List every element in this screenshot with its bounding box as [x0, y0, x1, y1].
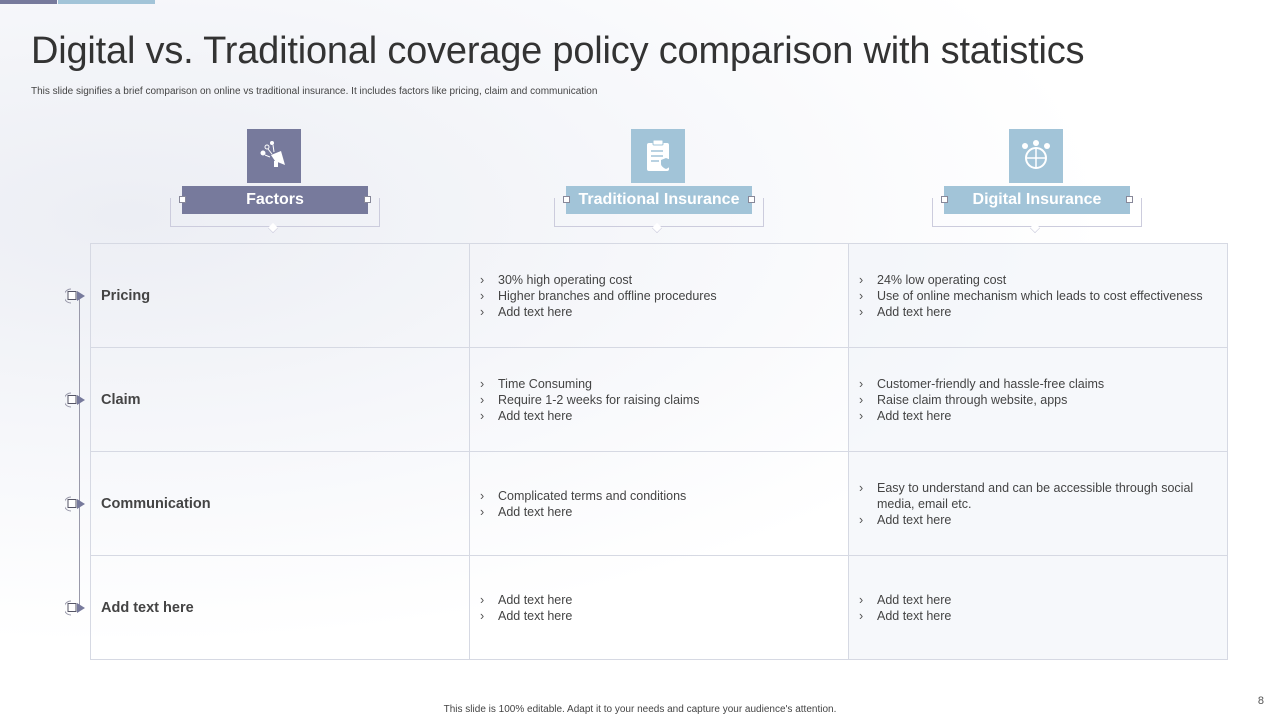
bullet-item: Add text here	[859, 304, 1227, 320]
header-traditional: Traditional Insurance	[554, 129, 764, 234]
table-row: Pricing30% high operating costHigher bra…	[90, 243, 1228, 348]
bullet-item: Add text here	[480, 608, 848, 624]
digital-cell: Easy to understand and can be accessible…	[848, 451, 1228, 556]
row-marker-icon	[63, 600, 89, 616]
accent-bar-light	[58, 0, 155, 4]
page-subtitle: This slide signifies a brief comparison …	[31, 86, 598, 97]
bullet-item: Time Consuming	[480, 376, 848, 392]
header-digital: Digital Insurance	[932, 129, 1142, 234]
bullet-item: 24% low operating cost	[859, 272, 1227, 288]
factor-cell: Communication	[90, 451, 470, 556]
header-label: Factors	[182, 186, 368, 214]
comparison-table: Pricing30% high operating costHigher bra…	[90, 243, 1228, 660]
traditional-cell: Complicated terms and conditionsAdd text…	[469, 451, 849, 556]
table-row: ClaimTime ConsumingRequire 1-2 weeks for…	[90, 347, 1228, 452]
bullet-item: 30% high operating cost	[480, 272, 848, 288]
globe-network-icon	[1009, 129, 1063, 183]
row-marker-icon	[63, 392, 89, 408]
megaphone-icon	[247, 129, 301, 183]
bullet-item: Add text here	[859, 592, 1227, 608]
factor-cell: Pricing	[90, 243, 470, 348]
bullet-item: Easy to understand and can be accessible…	[859, 480, 1227, 512]
row-marker-icon	[63, 288, 89, 304]
clipboard-shield-icon	[631, 129, 685, 183]
factor-cell: Claim	[90, 347, 470, 452]
header-label: Traditional Insurance	[566, 186, 752, 214]
header-label: Digital Insurance	[944, 186, 1130, 214]
bullet-item: Higher branches and offline procedures	[480, 288, 848, 304]
footer-note: This slide is 100% editable. Adapt it to…	[443, 704, 837, 715]
bullet-item: Customer-friendly and hassle-free claims	[859, 376, 1227, 392]
page-number: 8	[1257, 695, 1264, 707]
bullet-item: Require 1-2 weeks for raising claims	[480, 392, 848, 408]
accent-bar-dark	[0, 0, 57, 4]
bullet-item: Complicated terms and conditions	[480, 488, 848, 504]
page-title: Digital vs. Traditional coverage policy …	[31, 30, 1085, 72]
bullet-item: Use of online mechanism which leads to c…	[859, 288, 1227, 304]
factor-cell: Add text here	[90, 555, 470, 660]
bullet-item: Raise claim through website, apps	[859, 392, 1227, 408]
header-factors: Factors	[170, 129, 380, 234]
timeline-line	[79, 296, 80, 608]
row-marker-icon	[63, 496, 89, 512]
table-row: CommunicationComplicated terms and condi…	[90, 451, 1228, 556]
bullet-item: Add text here	[480, 304, 848, 320]
digital-cell: Customer-friendly and hassle-free claims…	[848, 347, 1228, 452]
bullet-item: Add text here	[859, 408, 1227, 424]
bullet-item: Add text here	[859, 512, 1227, 528]
digital-cell: 24% low operating costUse of online mech…	[848, 243, 1228, 348]
bullet-item: Add text here	[859, 608, 1227, 624]
bullet-item: Add text here	[480, 592, 848, 608]
bullet-item: Add text here	[480, 408, 848, 424]
traditional-cell: Time ConsumingRequire 1-2 weeks for rais…	[469, 347, 849, 452]
bullet-item: Add text here	[480, 504, 848, 520]
traditional-cell: 30% high operating costHigher branches a…	[469, 243, 849, 348]
